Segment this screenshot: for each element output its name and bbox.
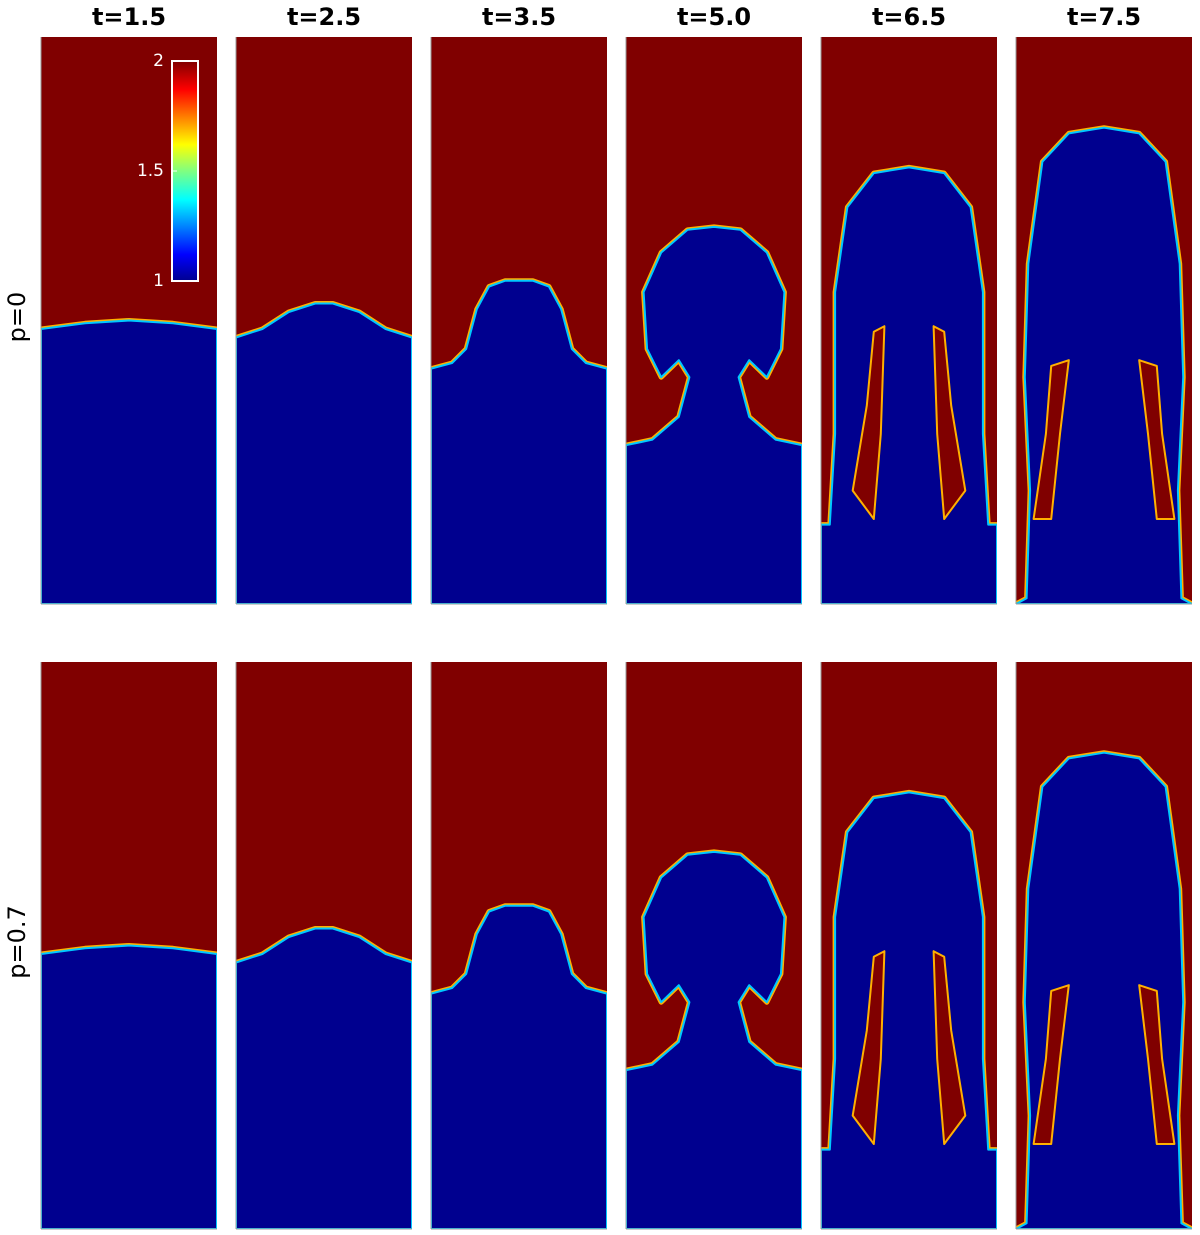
interface xyxy=(821,166,997,604)
interface xyxy=(431,279,607,604)
interface xyxy=(821,791,997,1229)
panel xyxy=(820,662,997,1230)
panel xyxy=(625,662,802,1230)
finger xyxy=(1138,359,1176,520)
column-title: t=1.5 xyxy=(92,3,166,31)
column-title: t=2.5 xyxy=(287,3,361,31)
panel-field xyxy=(1016,662,1192,1229)
panel-field xyxy=(821,662,997,1229)
row-label: p=0 xyxy=(3,292,31,343)
column-title: t=7.5 xyxy=(1067,3,1141,31)
panel-field xyxy=(431,37,607,604)
panel xyxy=(40,662,217,1230)
interface xyxy=(431,904,607,1229)
panel-field xyxy=(236,662,412,1229)
interface xyxy=(626,850,802,1229)
panel-field xyxy=(821,37,997,604)
finger xyxy=(1032,359,1070,520)
column-title: t=3.5 xyxy=(482,3,556,31)
interface xyxy=(41,319,217,604)
interface xyxy=(236,927,412,1229)
finger xyxy=(1138,984,1176,1145)
panel-field xyxy=(626,662,802,1229)
panel xyxy=(235,37,412,605)
colorbar-tick-label: 1.5 xyxy=(137,161,164,181)
panel-field xyxy=(431,662,607,1229)
panel-field xyxy=(1016,37,1192,604)
colorbar-tick-label: 2 xyxy=(153,51,164,71)
finger xyxy=(1032,984,1070,1145)
interface xyxy=(1016,751,1192,1229)
colorbar-tick-label: 1 xyxy=(153,271,164,291)
panel xyxy=(430,662,607,1230)
interface xyxy=(236,302,412,604)
interface xyxy=(626,225,802,604)
panel-field xyxy=(626,37,802,604)
column-title: t=6.5 xyxy=(872,3,946,31)
finger xyxy=(932,325,967,520)
panel xyxy=(820,37,997,605)
column-title: t=5.0 xyxy=(677,3,751,31)
finger xyxy=(851,950,886,1145)
panel xyxy=(1015,662,1192,1230)
panel-field xyxy=(236,37,412,604)
panel xyxy=(430,37,607,605)
interface xyxy=(41,944,217,1229)
finger xyxy=(851,325,886,520)
interface xyxy=(1016,126,1192,604)
panel xyxy=(625,37,802,605)
panel xyxy=(1015,37,1192,605)
panel xyxy=(235,662,412,1230)
panel-field xyxy=(41,662,217,1229)
row-label: p=0.7 xyxy=(3,905,31,979)
finger xyxy=(932,950,967,1145)
